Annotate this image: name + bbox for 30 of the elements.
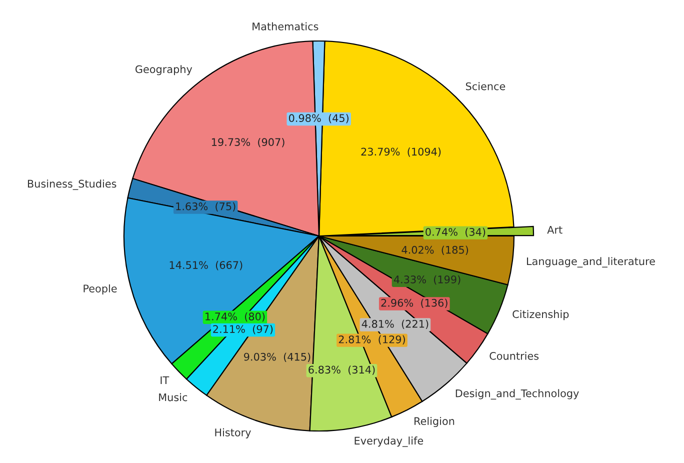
slice-label: Everyday_life bbox=[354, 436, 424, 447]
slice-label: History bbox=[215, 428, 251, 438]
slice-label: Art bbox=[547, 226, 562, 234]
data-label: 1.74% (80) bbox=[206, 312, 265, 322]
slice-label: Geography bbox=[135, 65, 192, 76]
data-label: 1.63% (75) bbox=[176, 202, 236, 212]
slice-label: Countries bbox=[490, 352, 539, 360]
data-label: 0.74% (34) bbox=[426, 228, 486, 238]
slice-label: Business_Studies bbox=[28, 180, 116, 190]
data-label: 23.79% (1094) bbox=[361, 148, 441, 157]
slice-label: Mathematics bbox=[252, 22, 318, 30]
data-label: 4.02% (185) bbox=[402, 246, 468, 255]
data-label: 19.73% (907) bbox=[212, 138, 284, 148]
data-label: 0.98% (45) bbox=[288, 114, 348, 124]
slice-label: Music bbox=[159, 393, 188, 402]
slice-label: People bbox=[84, 284, 117, 294]
slice-label: Language_and_literature bbox=[527, 257, 655, 268]
slice-label: Religion bbox=[414, 416, 454, 428]
data-label: 2.11% (97) bbox=[213, 324, 273, 334]
data-label: 9.03% (415) bbox=[244, 352, 310, 362]
data-label: 4.81% (221) bbox=[362, 320, 428, 330]
data-label: 2.96% (136) bbox=[381, 298, 448, 308]
data-label: 4.33% (199) bbox=[394, 275, 460, 285]
data-label: 14.51% (667) bbox=[170, 260, 242, 270]
data-label: 6.83% (314) bbox=[308, 366, 375, 375]
slice-label: Science bbox=[466, 82, 506, 90]
data-label: 2.81% (129) bbox=[338, 335, 405, 345]
slice-label: IT bbox=[160, 376, 170, 384]
slice-label: Design_and_Technology bbox=[456, 389, 579, 400]
slice-label: Citizenship bbox=[512, 310, 569, 320]
